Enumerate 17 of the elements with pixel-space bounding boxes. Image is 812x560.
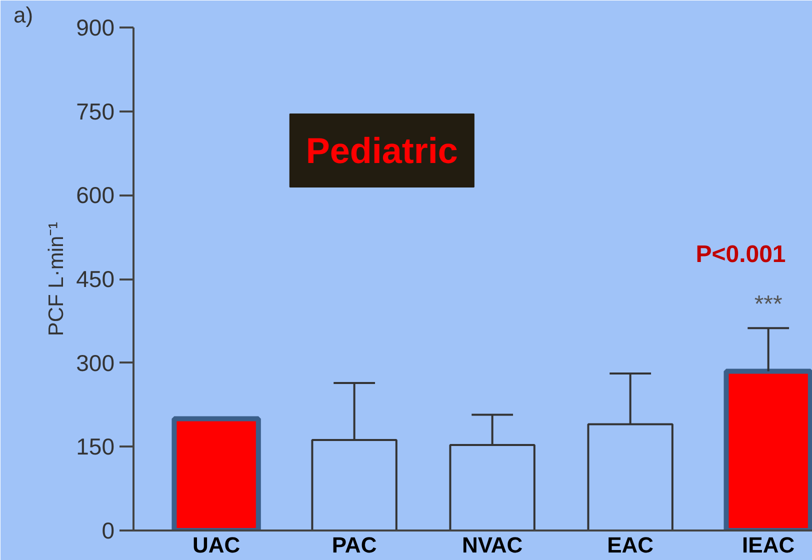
x-tick-label: PAC [332,532,377,558]
y-tick-label: 300 [76,350,114,376]
y-tick-label: 0 [102,518,115,544]
y-tick-label: 450 [76,266,114,292]
y-tick-label: 600 [76,182,114,208]
x-tick-label: NVAC [462,532,523,558]
text: a) [14,2,34,28]
y-axis-title: PCF L·min⁻¹ [45,222,68,336]
y-tick-label: 900 [76,14,114,40]
annotation: Pediatric [306,130,458,171]
x-tick-label: IEAC [742,532,795,558]
annotation: P<0.001 [696,240,786,268]
annotation: *** [754,291,782,318]
y-tick-label: 150 [76,434,114,460]
y-tick-label: 750 [76,98,114,124]
x-tick-label: EAC [607,532,654,558]
x-tick-label: UAC [192,532,240,558]
